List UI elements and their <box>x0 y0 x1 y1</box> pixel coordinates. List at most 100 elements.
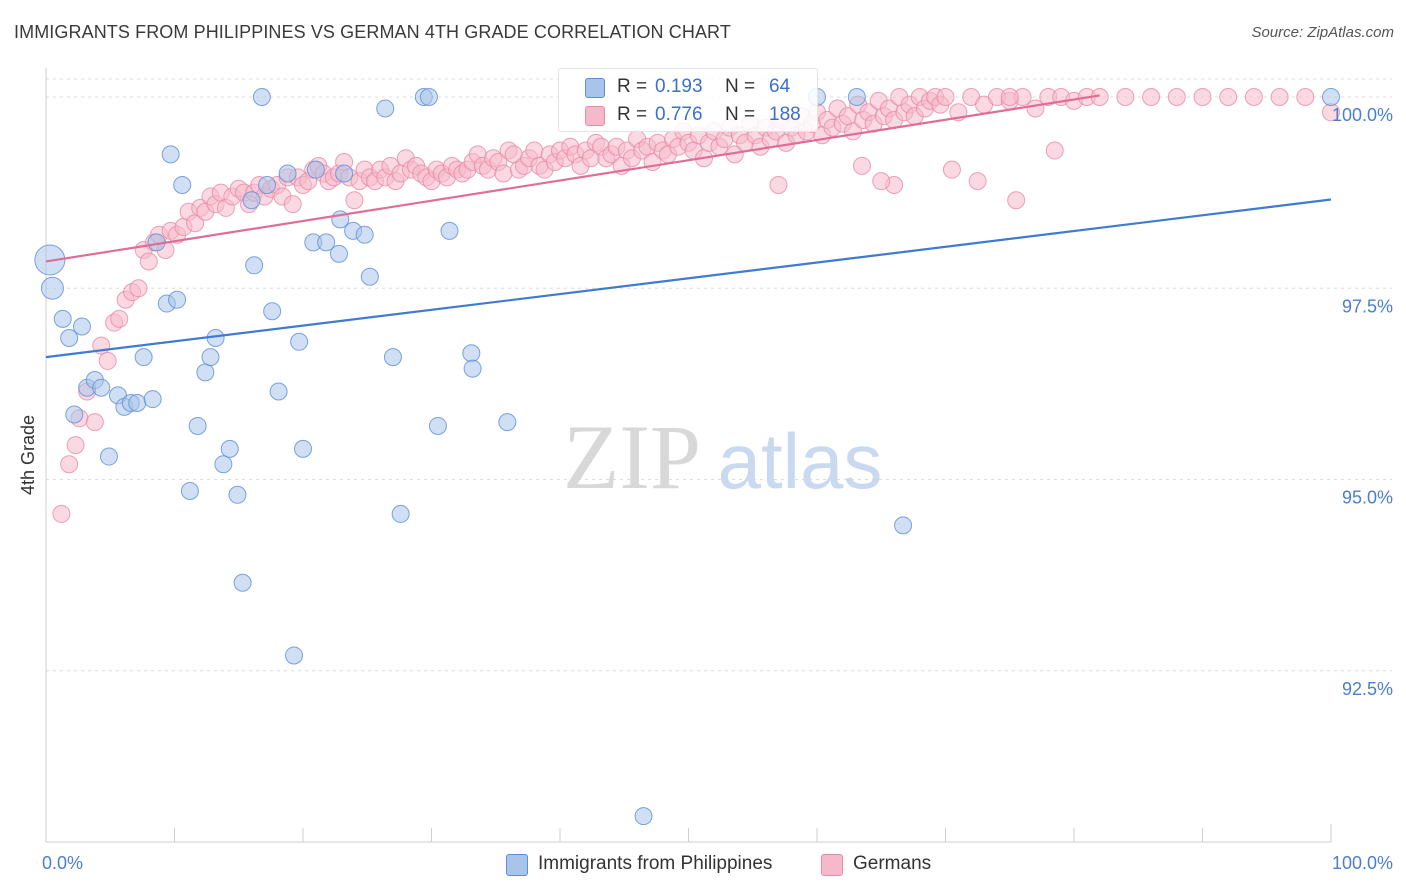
philippines-point <box>391 504 410 523</box>
germans-point <box>1244 88 1263 106</box>
philippines-point <box>143 390 162 409</box>
legend-swatch-germans <box>585 106 605 126</box>
y-tick-label: 100.0% <box>1332 105 1393 125</box>
philippines-point <box>168 290 187 309</box>
philippines-point <box>383 348 402 367</box>
trend-lines <box>45 94 1332 359</box>
philippines-point <box>376 99 395 118</box>
philippines-point <box>335 164 354 183</box>
germans-point <box>129 279 148 298</box>
germans-point <box>872 172 891 191</box>
philippines-point <box>278 164 297 183</box>
germans-point <box>110 309 129 328</box>
germans-point <box>60 455 79 474</box>
legend-n-value: 64 <box>769 76 791 97</box>
legend-r-label: R = <box>617 76 648 97</box>
philippines-point <box>894 516 913 535</box>
philippines-point <box>220 439 239 458</box>
philippines-point <box>245 256 264 275</box>
y-tick-label: 95.0% <box>1342 488 1393 508</box>
philippines-point <box>134 348 153 367</box>
germans-point <box>85 413 104 432</box>
watermark-zip: ZIP <box>563 406 701 508</box>
philippines-point <box>462 344 481 363</box>
germans-point <box>1007 191 1026 210</box>
philippines-point <box>440 221 459 240</box>
x-tick-label: 0.0% <box>42 853 83 873</box>
philippines-point <box>252 88 271 106</box>
philippines-point <box>201 348 220 367</box>
germans-point <box>968 172 987 191</box>
legend-stats: R = 0.193 N = 64 R = 0.776 N = 188 <box>558 68 818 132</box>
philippines-point <box>53 309 72 328</box>
philippines-point <box>65 405 84 424</box>
germans-point <box>1000 88 1019 106</box>
germans-point <box>1045 141 1064 160</box>
germans-point <box>283 195 302 214</box>
philippines-points <box>34 88 1340 826</box>
philippines-trend-line <box>45 198 1332 359</box>
philippines-point <box>285 646 304 665</box>
germans-point <box>494 164 513 183</box>
legend-r-label: R = <box>617 104 648 125</box>
germans-point <box>769 175 788 194</box>
germans-point <box>936 88 955 106</box>
legend-swatch-philippines <box>585 78 605 98</box>
philippines-point <box>317 233 336 252</box>
legend-label-philippines: Immigrants from Philippines <box>538 853 773 874</box>
x-tick-label: 100.0% <box>1332 853 1393 873</box>
watermark-atlas: atlas <box>718 417 883 505</box>
philippines-point <box>329 244 348 263</box>
legend-r-value: 0.193 <box>655 76 703 97</box>
philippines-point <box>233 573 252 592</box>
philippines-point <box>40 276 64 300</box>
source-text: Source: ZipAtlas.com <box>1251 24 1394 41</box>
philippines-point <box>263 302 282 321</box>
y-axis-label: 4th Grade <box>18 415 38 495</box>
philippines-point <box>290 332 309 351</box>
legend-row-philippines: R = 0.193 N = 64 <box>559 73 817 101</box>
philippines-point <box>99 447 118 466</box>
germans-point <box>98 351 117 370</box>
germans-point <box>852 156 871 175</box>
philippines-point <box>258 175 277 194</box>
germans-point <box>1219 88 1238 106</box>
philippines-point <box>161 145 180 164</box>
philippines-point <box>306 160 325 179</box>
germans-point <box>1116 88 1135 106</box>
philippines-point <box>463 359 482 378</box>
philippines-point <box>498 413 517 432</box>
legend-n-value: 188 <box>769 104 801 125</box>
axis-labels: 92.5% 95.0% 97.5% 100.0% 0.0% 100.0% 4th Grade <box>18 105 1393 873</box>
philippines-point <box>360 267 379 286</box>
germans-point <box>345 191 364 210</box>
germans-trend-line <box>45 94 1100 263</box>
y-tick-label: 92.5% <box>1342 679 1393 699</box>
germans-points <box>52 88 1340 523</box>
philippines-point <box>269 382 288 401</box>
legend-series: Immigrants from Philippines Germans <box>0 852 1406 878</box>
watermark: ZIP atlas <box>563 406 882 508</box>
philippines-point <box>428 416 447 435</box>
philippines-point <box>72 317 91 336</box>
y-tick-label: 97.5% <box>1342 296 1393 316</box>
germans-point <box>1296 88 1315 106</box>
germans-point <box>1142 88 1161 106</box>
legend-row-germans: R = 0.776 N = 188 <box>559 101 817 129</box>
legend-n-label: N = <box>725 76 756 97</box>
germans-point <box>1193 88 1212 106</box>
germans-point <box>1270 88 1289 106</box>
philippines-point <box>173 175 192 194</box>
philippines-point <box>214 455 233 474</box>
axes <box>45 68 1332 843</box>
philippines-point <box>60 328 79 347</box>
philippines-point <box>180 481 199 500</box>
philippines-point <box>1322 88 1340 106</box>
legend-swatch-philippines <box>506 854 528 876</box>
legend-n-label: N = <box>725 104 756 125</box>
philippines-point <box>294 439 312 458</box>
germans-point <box>942 160 961 179</box>
germans-point <box>1167 88 1186 106</box>
philippines-point <box>188 416 207 435</box>
